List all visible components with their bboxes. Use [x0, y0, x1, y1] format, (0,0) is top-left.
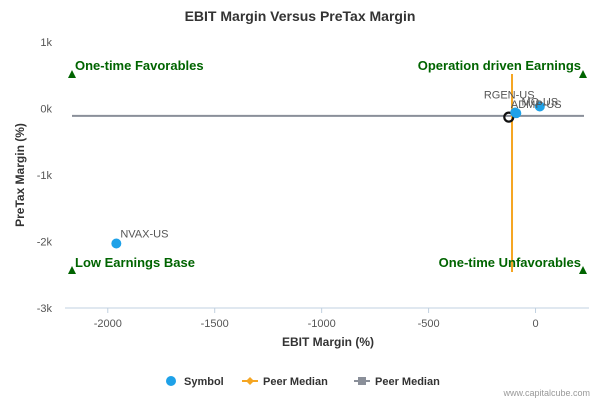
legend-symbol-icon — [166, 376, 176, 386]
triangle-top-right — [579, 70, 587, 78]
credit-text: www.capitalcube.com — [502, 388, 590, 398]
quadrant-label-top-left: One-time Favorables — [75, 58, 204, 73]
x-tick-label: -1500 — [201, 318, 229, 330]
x-tick-label: -500 — [418, 318, 440, 330]
quadrant-label-bottom-right: One-time Unfavorables — [439, 255, 581, 270]
y-tick-label: -3k — [37, 303, 53, 315]
plot-area: -2000 -1500 -1000 -500 0 1k 0k -1k -2k -3k One-tim… — [37, 37, 589, 330]
legend: Symbol Peer Median Peer Median — [166, 376, 440, 388]
legend-label: Peer Median — [375, 376, 440, 388]
y-tick-label: 1k — [40, 37, 52, 49]
data-point-label: ADMP-US — [511, 99, 562, 111]
quadrant-label-bottom-left: Low Earnings Base — [75, 255, 195, 270]
data-point-label: NVAX-US — [120, 228, 168, 240]
chart-title: EBIT Margin Versus PreTax Margin — [185, 8, 416, 24]
data-point — [111, 238, 122, 249]
triangle-bottom-right — [579, 266, 587, 274]
legend-label: Symbol — [184, 376, 224, 388]
legend-diamond-icon — [246, 377, 254, 385]
triangle-bottom-left — [68, 266, 76, 274]
triangle-top-left — [68, 70, 76, 78]
y-tick-label: -1k — [37, 170, 53, 182]
data-point — [534, 101, 545, 112]
x-tick-label: -2000 — [94, 318, 122, 330]
data-point-label: MO-US — [521, 97, 558, 109]
x-tick-label: -1000 — [308, 318, 336, 330]
legend-square-icon — [358, 377, 366, 385]
legend-label: Peer Median — [263, 376, 328, 388]
x-tick-label: 0 — [532, 318, 538, 330]
x-axis-title: EBIT Margin (%) — [282, 335, 374, 349]
y-tick-label: 0k — [40, 104, 52, 116]
data-point-label: RGEN-US — [484, 89, 535, 101]
y-axis-title: PreTax Margin (%) — [13, 123, 27, 227]
y-tick-label: -2k — [37, 237, 53, 249]
quadrant-label-top-right: Operation driven Earnings — [418, 58, 581, 73]
data-point — [511, 108, 522, 119]
